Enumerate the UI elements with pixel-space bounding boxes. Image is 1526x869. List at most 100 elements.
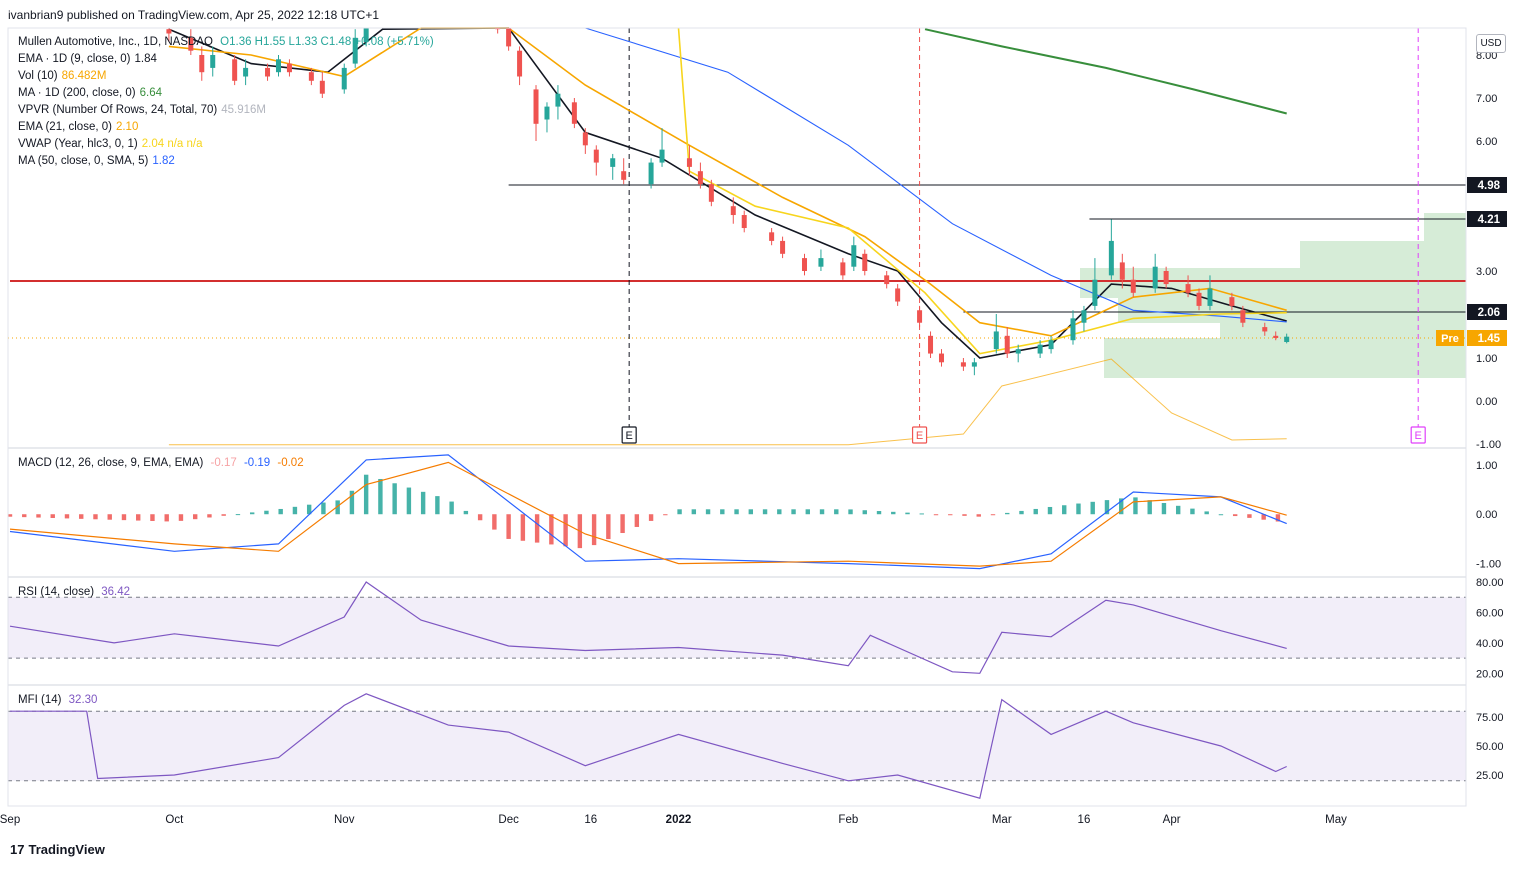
candle-body (352, 37, 358, 64)
macd-histogram-bar (691, 509, 697, 515)
candle-body (210, 55, 216, 68)
macd-histogram-bar (136, 514, 141, 521)
candle-body (780, 240, 786, 254)
legend-line-label: VPVR (Number Of Rows, 24, Total, 70) (18, 104, 218, 116)
macd-histogram-bar (1019, 510, 1024, 515)
price-tag (1467, 211, 1507, 227)
legend-line-label: MA (50, close, 0, SMA, 5) (18, 155, 149, 167)
macd-histogram-bar (1005, 512, 1010, 515)
candle-body (1108, 240, 1114, 276)
candle-body (1037, 344, 1043, 354)
legend-line[interactable]: VWAP (Year, hlc3, 0, 1) 2.04 n/a n/a (18, 136, 438, 153)
candle-body (769, 232, 775, 241)
macd-histogram-bar (349, 490, 355, 515)
macd-histogram-bar (22, 514, 27, 518)
candle-body (1284, 336, 1290, 342)
candle-body (686, 158, 692, 167)
rsi-tick-label: 60.00 (1476, 607, 1504, 619)
rsi-tick-label: 80.00 (1476, 577, 1504, 589)
macd-histogram-bar (862, 510, 867, 515)
currency-button[interactable]: USD (1476, 34, 1506, 53)
symbol-title[interactable]: Mullen Automotive, Inc., 1D, NASDAQ (18, 36, 213, 48)
macd-histogram-bar (150, 514, 155, 521)
candle-body (1196, 292, 1202, 306)
vpvr-bar (1300, 241, 1466, 268)
macd-histogram-bar (7, 514, 13, 517)
candle-body (265, 67, 271, 77)
macd-line (9, 454, 1287, 570)
candle-body (1152, 266, 1158, 289)
legend-line-value: 2.10 (115, 121, 139, 133)
candle-body (648, 162, 654, 185)
earnings-marker-label: E (916, 430, 923, 442)
candle-body (895, 288, 901, 302)
macd-histogram-bar (1218, 514, 1224, 516)
vpvr-bar (1424, 213, 1466, 241)
candle-body (1015, 349, 1021, 354)
macd-histogram-bar (634, 514, 640, 527)
candle-body (544, 106, 550, 120)
rsi-tick-label: 40.00 (1476, 638, 1504, 650)
candle-body (1240, 310, 1246, 323)
macd-histogram-bar (1232, 514, 1238, 517)
time-tick-label: Sep (0, 814, 20, 826)
price-tick-label: -1.00 (1476, 439, 1501, 451)
macd-histogram-bar (121, 514, 127, 521)
macd-histogram-bar (264, 510, 269, 515)
macd-label[interactable]: MACD (12, 26, close, 9, EMA, EMA) (18, 457, 204, 469)
macd-histogram-bar (648, 514, 654, 521)
legend-line[interactable]: VPVR (Number Of Rows, 24, Total, 70) 45.9… (18, 102, 438, 119)
legend-line[interactable]: MA · 1D (200, close, 0) 6.64 (18, 85, 438, 102)
macd-histogram-bar (834, 509, 839, 515)
earnings-marker-label: E (1415, 430, 1422, 442)
macd-histogram-bar (64, 514, 70, 519)
legend-line-label: Vol (10) (18, 70, 58, 82)
time-tick-label: Feb (838, 814, 858, 826)
legend-line[interactable]: Vol (10) 86.482M (18, 68, 438, 85)
macd-histogram-bar (791, 509, 796, 515)
macd-histogram-bar (306, 504, 312, 515)
legend-line-label: EMA (21, close, 0) (18, 121, 112, 133)
macd-histogram-bar (164, 514, 169, 522)
macd-histogram-bar (79, 514, 84, 519)
macd-histogram-bar (1147, 500, 1152, 515)
vpvr-bar (1104, 338, 1466, 378)
legend-line[interactable]: EMA (21, close, 0) 2.10 (18, 119, 438, 136)
candle-body (341, 67, 347, 90)
candle-body (275, 59, 281, 73)
candle-body (851, 245, 857, 267)
tradingview-mark-icon: 17 (10, 842, 25, 857)
tradingview-logo[interactable]: 17 TradingView (10, 842, 105, 857)
macd-histogram-bar (1190, 508, 1195, 515)
vpvr-bar (1080, 268, 1466, 298)
price-tag-label: 4.21 (1478, 214, 1501, 226)
macd-histogram-bar (463, 510, 469, 515)
price-tag (1467, 330, 1507, 346)
legend-line[interactable]: MA (50, close, 0, SMA, 5) 1.82 (18, 153, 438, 170)
rsi-label[interactable]: RSI (14, close) (18, 586, 95, 598)
macd-histogram-bar (720, 509, 725, 515)
vpvr-bar (1118, 298, 1466, 323)
macd-histogram-bar (805, 509, 810, 515)
mfi-value: 32.30 (68, 694, 98, 706)
ohlc-values: O1.36 H1.55 L1.33 C1.48 +0.08 (+5.71%) (220, 36, 434, 48)
series-line (924, 28, 1287, 115)
macd-histogram-bar (534, 514, 540, 543)
macd-histogram-bar (1090, 501, 1095, 515)
price-tag (1467, 177, 1507, 193)
macd-histogram-bar (1047, 506, 1053, 515)
macd-histogram-bar (748, 509, 754, 515)
candle-body (533, 89, 539, 124)
legend-line[interactable]: EMA · 1D (9, close, 0) 1.84 (18, 51, 438, 68)
candle-body (971, 362, 977, 367)
mfi-label[interactable]: MFI (14) (18, 694, 62, 706)
candle-body (1130, 279, 1136, 293)
time-tick-label: Oct (165, 814, 184, 826)
candle-body (308, 72, 314, 81)
price-tag (1467, 304, 1507, 320)
candle-body (1119, 262, 1125, 280)
candle-body (741, 215, 747, 229)
time-tick-label: 16 (1078, 814, 1091, 826)
mfi-tick-label: 75.00 (1476, 712, 1504, 724)
